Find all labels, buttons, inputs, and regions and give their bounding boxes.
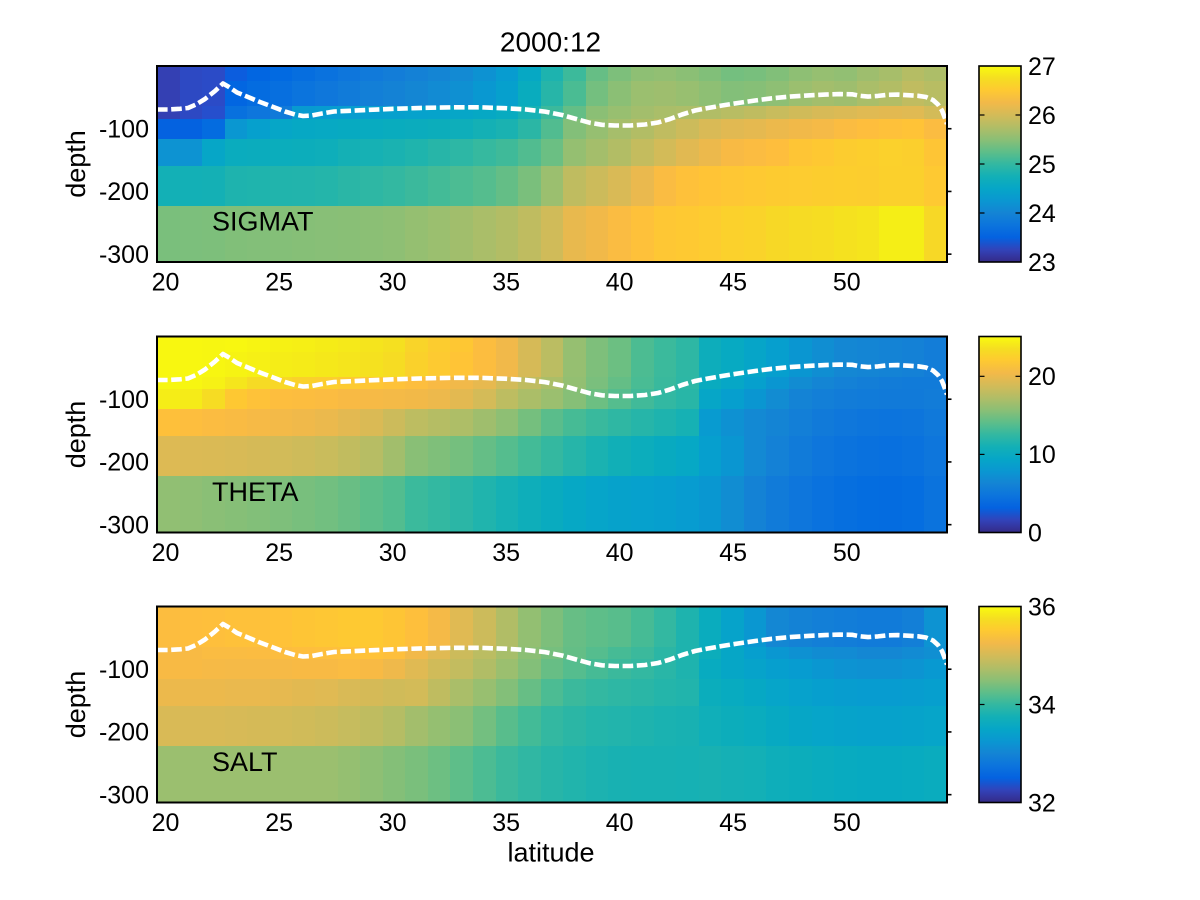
svg-text:40: 40 <box>606 539 634 567</box>
svg-text:50: 50 <box>833 809 861 837</box>
svg-text:-300: -300 <box>99 512 149 540</box>
svg-text:27: 27 <box>1028 53 1056 81</box>
svg-text:35: 35 <box>492 539 520 567</box>
svg-text:36: 36 <box>1028 593 1056 621</box>
svg-text:34: 34 <box>1028 691 1056 719</box>
svg-text:0: 0 <box>1028 519 1042 547</box>
svg-text:35: 35 <box>492 809 520 837</box>
svg-text:30: 30 <box>379 539 407 567</box>
svg-text:-100: -100 <box>99 386 149 414</box>
svg-text:45: 45 <box>719 809 747 837</box>
svg-text:50: 50 <box>833 539 861 567</box>
svg-text:-100: -100 <box>99 656 149 684</box>
svg-text:45: 45 <box>719 269 747 297</box>
svg-text:24: 24 <box>1028 200 1056 228</box>
svg-text:latitude: latitude <box>507 838 594 868</box>
svg-text:25: 25 <box>265 269 293 297</box>
svg-text:-100: -100 <box>99 116 149 144</box>
svg-text:depth: depth <box>61 671 91 739</box>
svg-text:SALT: SALT <box>212 747 278 777</box>
svg-text:35: 35 <box>492 269 520 297</box>
svg-text:-200: -200 <box>99 719 149 747</box>
svg-text:45: 45 <box>719 539 747 567</box>
svg-text:SIGMAT: SIGMAT <box>212 207 314 237</box>
svg-text:2000:12: 2000:12 <box>500 26 601 57</box>
svg-text:30: 30 <box>379 809 407 837</box>
svg-text:10: 10 <box>1028 441 1056 469</box>
svg-text:50: 50 <box>833 269 861 297</box>
svg-text:32: 32 <box>1028 789 1056 817</box>
svg-text:30: 30 <box>379 269 407 297</box>
svg-text:20: 20 <box>152 809 180 837</box>
svg-text:20: 20 <box>152 539 180 567</box>
svg-text:23: 23 <box>1028 249 1056 277</box>
svg-text:-200: -200 <box>99 449 149 477</box>
svg-text:26: 26 <box>1028 102 1056 130</box>
svg-text:depth: depth <box>61 401 91 469</box>
svg-text:-200: -200 <box>99 178 149 206</box>
svg-text:20: 20 <box>1028 363 1056 391</box>
svg-text:THETA: THETA <box>212 477 299 507</box>
svg-text:-300: -300 <box>99 241 149 269</box>
svg-text:25: 25 <box>265 539 293 567</box>
svg-text:25: 25 <box>265 809 293 837</box>
svg-text:25: 25 <box>1028 151 1056 179</box>
svg-text:20: 20 <box>152 269 180 297</box>
svg-text:40: 40 <box>606 269 634 297</box>
svg-text:40: 40 <box>606 809 634 837</box>
svg-text:-300: -300 <box>99 782 149 810</box>
svg-text:depth: depth <box>61 130 91 198</box>
